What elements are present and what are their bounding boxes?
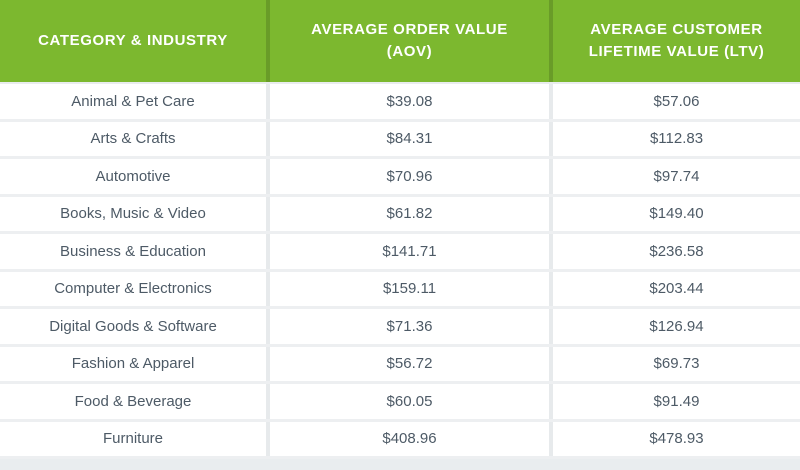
ltv-cell: $478.93 <box>649 430 704 448</box>
table-row: Books, Music & Video $61.82 $149.40 <box>0 196 800 234</box>
ltv-cell: $112.83 <box>649 130 704 148</box>
table-row: Animal & Pet Care $39.08 $57.06 <box>0 84 800 122</box>
table-row: Fashion & Apparel $56.72 $69.73 <box>0 346 800 384</box>
ltv-cell: $57.06 <box>653 92 700 110</box>
header-average-order-value: AVERAGE ORDER VALUE (AOV) <box>270 0 553 82</box>
category-cell: Fashion & Apparel <box>0 346 270 381</box>
aov-cell: $60.05 <box>270 384 553 419</box>
table-row: Business & Education $141.71 $236.58 <box>0 234 800 272</box>
table-row: Arts & Crafts $84.31 $112.83 <box>0 121 800 159</box>
ltv-cell: $236.58 <box>649 242 704 260</box>
category-cell: Digital Goods & Software <box>0 309 270 344</box>
category-cell: Business & Education <box>0 234 270 269</box>
ltv-cell: $91.49 <box>653 392 700 410</box>
table-row: Food & Beverage $60.05 $91.49 <box>0 384 800 422</box>
category-cell: Furniture <box>0 421 270 456</box>
category-cell: Food & Beverage <box>0 384 270 419</box>
table-row: Computer & Electronics $159.11 $203.44 <box>0 271 800 309</box>
category-cell: Books, Music & Video <box>0 196 270 231</box>
aov-cell: $71.36 <box>270 309 553 344</box>
ltv-cell: $126.94 <box>649 317 704 335</box>
table-row: Digital Goods & Software $71.36 $126.94 <box>0 309 800 347</box>
category-cell: Animal & Pet Care <box>0 84 270 119</box>
aov-cell: $56.72 <box>270 346 553 381</box>
ltv-cell: $149.40 <box>649 205 704 223</box>
header-average-customer-ltv: AVERAGE CUSTOMER LIFETIME VALUE (LTV) <box>588 20 765 61</box>
aov-cell: $408.96 <box>270 421 553 456</box>
ltv-cell: $97.74 <box>653 167 700 185</box>
ltv-cell: $203.44 <box>649 280 704 298</box>
category-cell: Automotive <box>0 159 270 194</box>
aov-cell: $39.08 <box>270 84 553 119</box>
aov-cell: $70.96 <box>270 159 553 194</box>
category-cell: Arts & Crafts <box>0 121 270 156</box>
category-cell: Computer & Electronics <box>0 271 270 306</box>
aov-cell: $61.82 <box>270 196 553 231</box>
table-row: Furniture $408.96 $478.93 <box>0 421 800 459</box>
table-row: Automotive $70.96 $97.74 <box>0 159 800 197</box>
table-header-row: CATEGORY & INDUSTRY AVERAGE ORDER VALUE … <box>0 0 800 84</box>
aov-cell: $159.11 <box>270 271 553 306</box>
ltv-cell: $69.73 <box>653 355 700 373</box>
aov-cell: $141.71 <box>270 234 553 269</box>
aov-cell: $84.31 <box>270 121 553 156</box>
header-category-industry: CATEGORY & INDUSTRY <box>0 0 270 82</box>
